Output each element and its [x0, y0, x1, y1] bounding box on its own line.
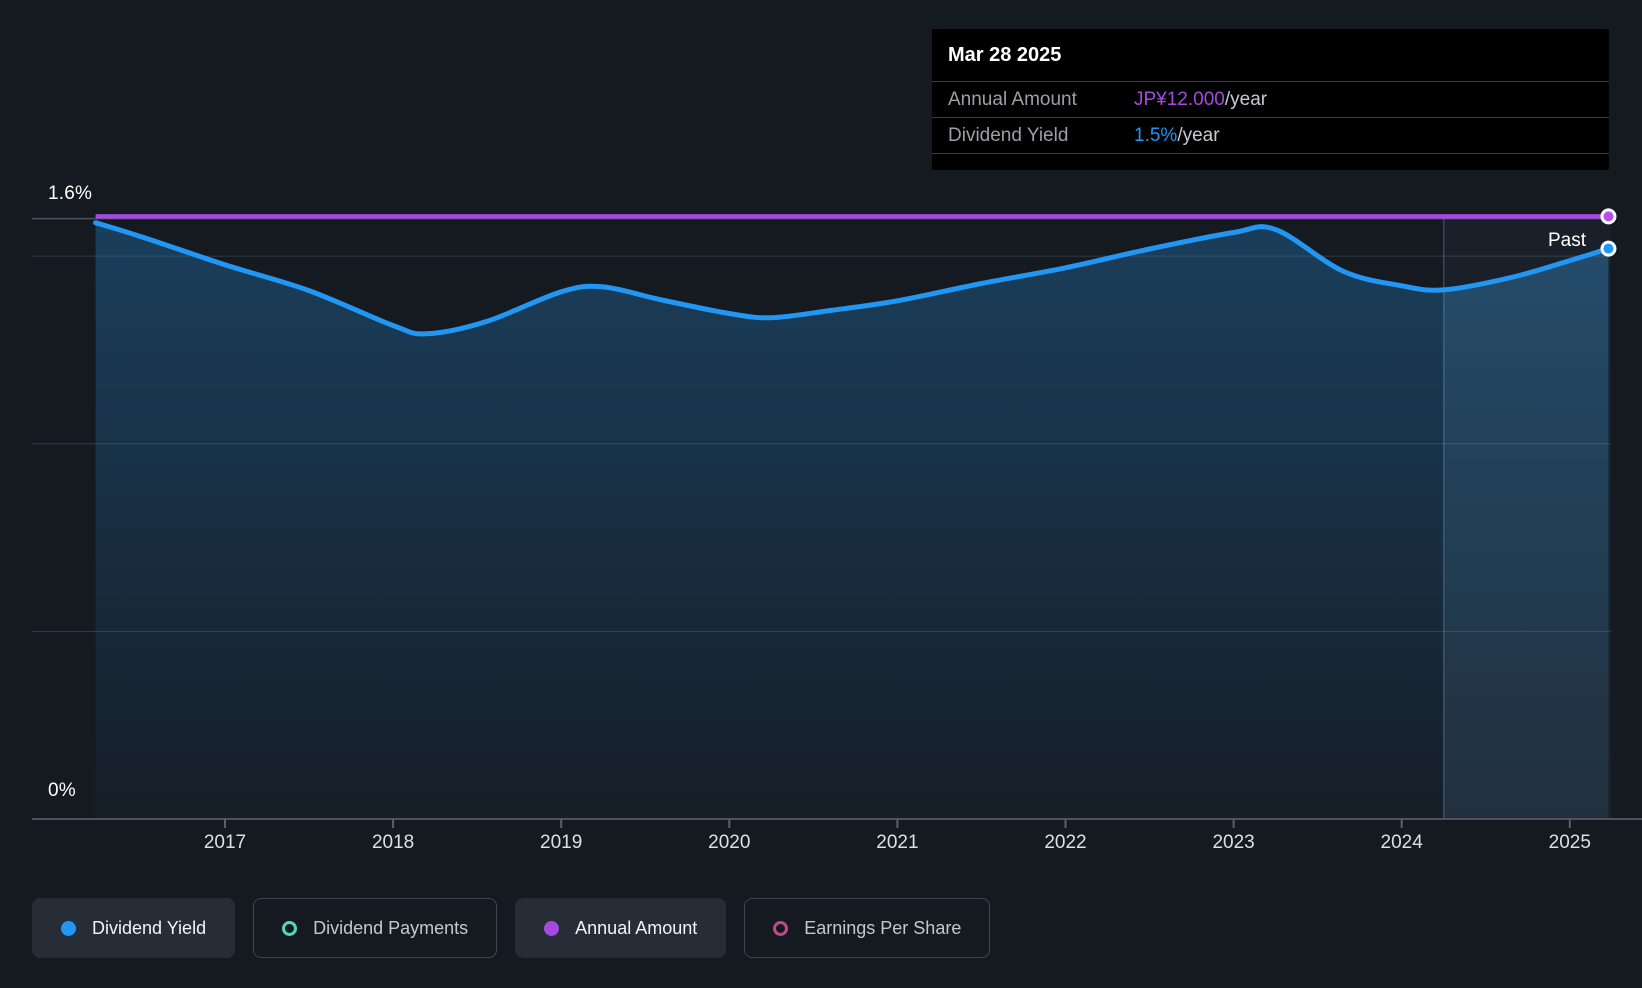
x-tick-label-2021: 2021	[876, 832, 919, 853]
tooltip-row-dividend-yield: Dividend Yield 1.5%/year	[932, 117, 1609, 153]
x-tick-label-2018: 2018	[371, 832, 415, 853]
x-tick-label-2024: 2024	[1380, 832, 1423, 853]
tooltip-value-suffix: /year	[1177, 124, 1220, 146]
tooltip-value: 1.5%	[1134, 124, 1178, 146]
x-tick-label-2020: 2020	[708, 832, 751, 853]
chart-tooltip: Mar 28 2025 Annual Amount JP¥12.000/year…	[932, 29, 1609, 170]
tooltip-label: Dividend Yield	[948, 124, 1069, 146]
earnings-per-share-ring-icon	[773, 920, 789, 936]
legend-label: Earnings Per Share	[804, 917, 962, 938]
annual-amount-dot-icon	[544, 920, 560, 936]
dividend-yield-line	[93, 220, 1611, 337]
past-period-highlight	[1442, 215, 1611, 819]
annual-amount-end-marker[interactable]	[1600, 208, 1617, 225]
tooltip-row-annual-amount: Annual Amount JP¥12.000/year	[932, 81, 1609, 117]
x-tick-label-2025: 2025	[1548, 832, 1591, 853]
x-tick-label-2017: 2017	[203, 832, 247, 853]
dividend-yield-end-marker[interactable]	[1600, 240, 1617, 257]
dividend-yield-dot-icon	[61, 920, 76, 936]
x-axis	[32, 818, 1642, 828]
x-tick-label-2023: 2023	[1212, 832, 1255, 853]
legend-label: Dividend Yield	[92, 917, 207, 938]
tooltip-value: JP¥12.000	[1134, 88, 1225, 110]
y-axis-label-max: 1.6%	[48, 183, 93, 204]
y-axis-label-zero: 0%	[48, 780, 76, 801]
legend-label: Dividend Payments	[313, 917, 469, 938]
x-tick-label-2022: 2022	[1044, 832, 1087, 853]
legend-label: Annual Amount	[575, 917, 698, 938]
legend-toggle-annual-amount[interactable]: Annual Amount	[515, 898, 727, 958]
dividend-payments-ring-icon	[282, 920, 298, 936]
legend-toggle-earnings-per-share[interactable]: Earnings Per Share	[744, 898, 991, 958]
legend-toggle-dividend-yield[interactable]: Dividend Yield	[32, 898, 236, 958]
chart-legend: Dividend Yield Dividend Payments Annual …	[32, 898, 991, 958]
x-tick-label-2019: 2019	[540, 832, 583, 853]
past-label: Past	[1548, 230, 1587, 251]
tooltip-value-suffix: /year	[1224, 88, 1268, 110]
dividend-yield-area	[95, 222, 1609, 819]
legend-toggle-dividend-payments[interactable]: Dividend Payments	[253, 898, 498, 958]
tooltip-label: Annual Amount	[948, 88, 1077, 110]
tooltip-date: Mar 28 2025	[948, 44, 1062, 66]
